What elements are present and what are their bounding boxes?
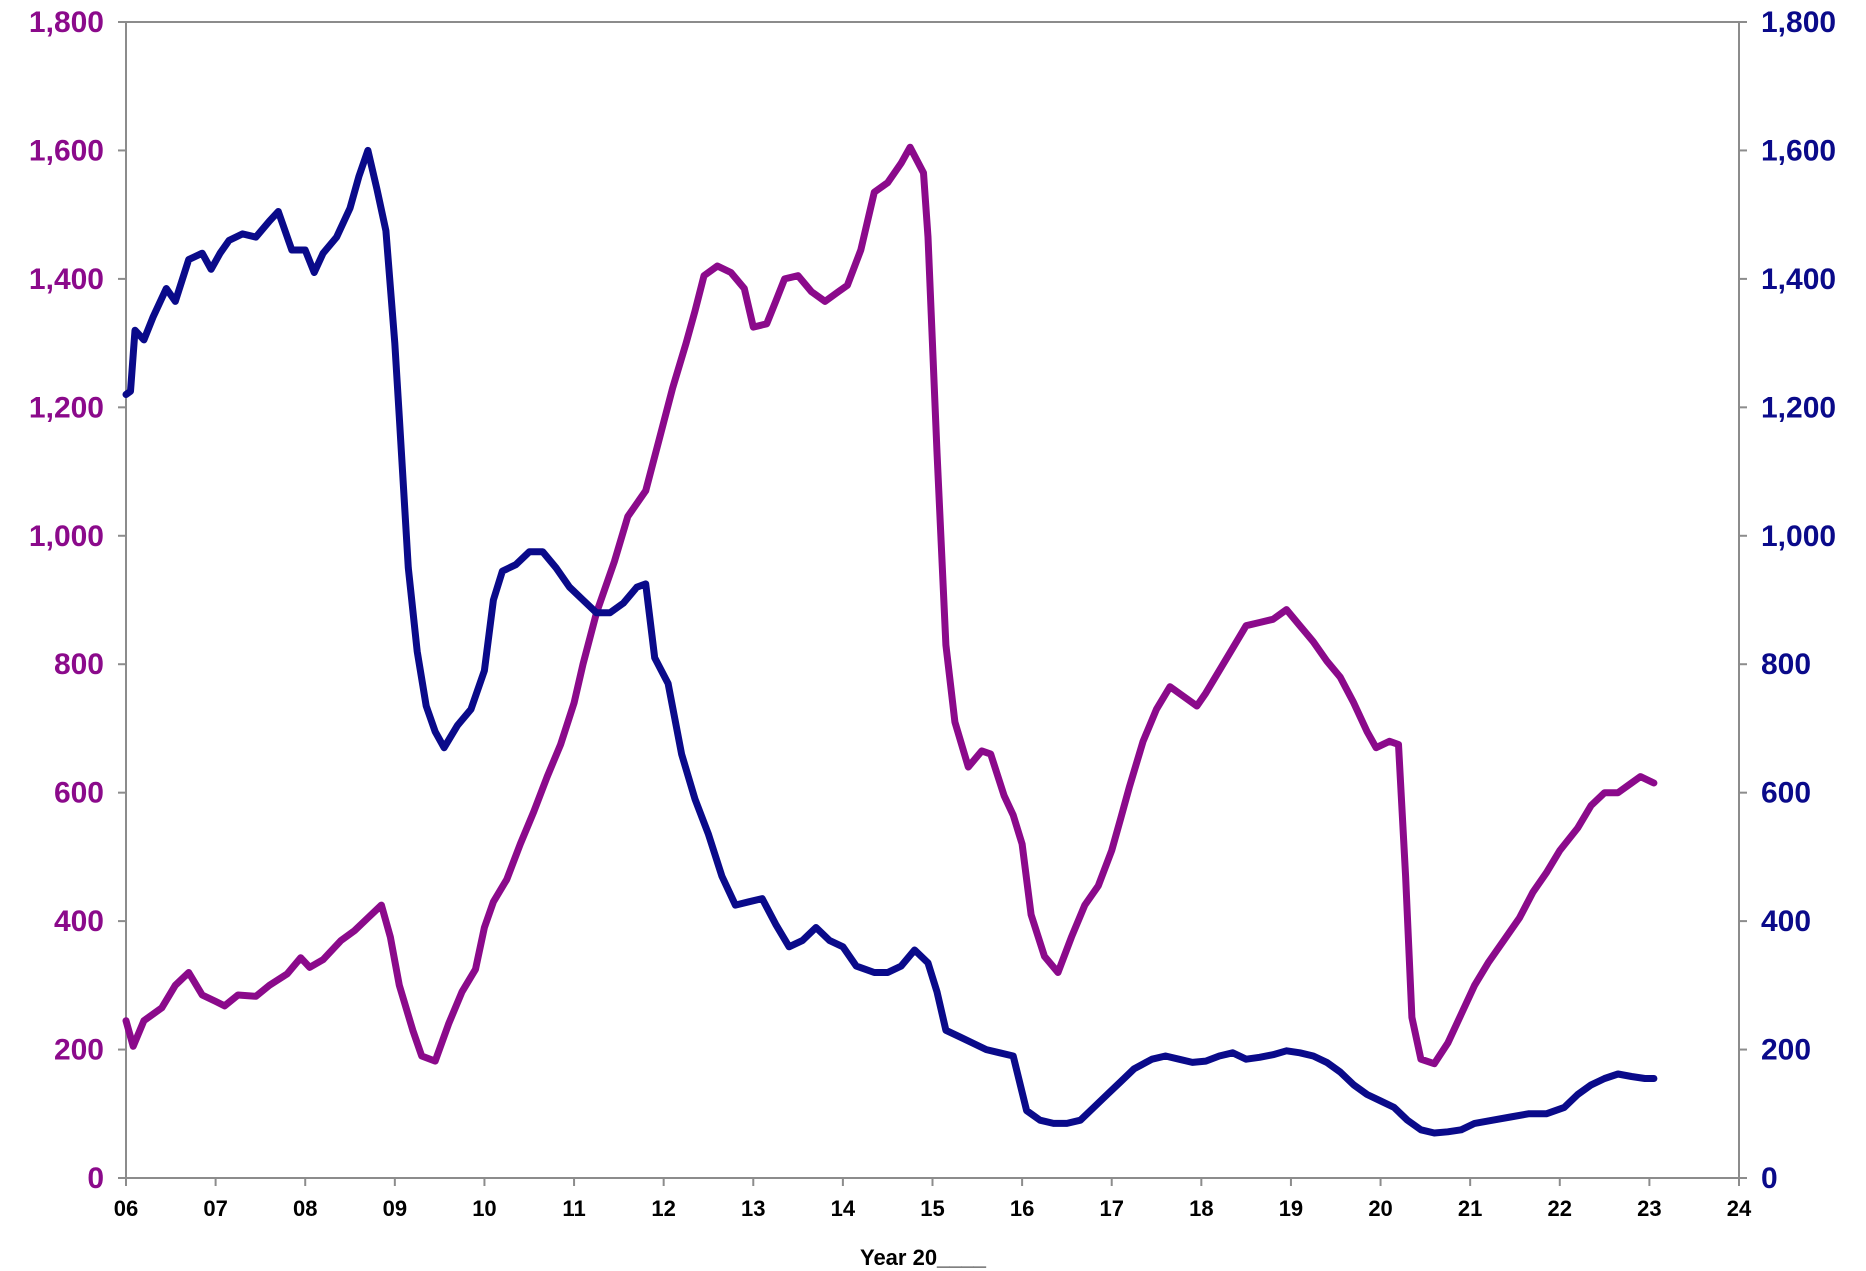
right-tick-label: 1,000 bbox=[1761, 520, 1836, 553]
right-tick-label: 1,600 bbox=[1761, 134, 1836, 167]
x-tick-label: 20 bbox=[1368, 1196, 1392, 1221]
x-tick-label: 21 bbox=[1458, 1196, 1482, 1221]
x-tick-label: 11 bbox=[562, 1196, 585, 1221]
x-tick-label: 15 bbox=[920, 1196, 944, 1221]
left-tick-label: 600 bbox=[54, 777, 104, 810]
x-tick-label: 16 bbox=[1010, 1196, 1034, 1221]
left-tick-label: 1,400 bbox=[29, 263, 104, 296]
series-line-right-axis bbox=[122, 146, 1658, 1137]
left-tick-label: 400 bbox=[54, 905, 104, 938]
left-tick-label: 0 bbox=[87, 1162, 104, 1195]
right-tick-label: 200 bbox=[1761, 1034, 1811, 1067]
x-tick-label: 07 bbox=[203, 1196, 227, 1221]
x-tick-label: 19 bbox=[1279, 1196, 1303, 1221]
x-tick-label: 13 bbox=[741, 1196, 765, 1221]
series-line-left-axis bbox=[122, 143, 1658, 1068]
left-tick-label: 1,200 bbox=[29, 391, 104, 424]
x-tick-label: 14 bbox=[831, 1196, 856, 1221]
left-tick-label: 1,600 bbox=[29, 134, 104, 167]
right-tick-label: 600 bbox=[1761, 777, 1811, 810]
left-tick-label: 200 bbox=[54, 1034, 104, 1067]
x-tick-label: 08 bbox=[293, 1196, 317, 1221]
x-tick-label: 18 bbox=[1189, 1196, 1213, 1221]
right-tick-label: 1,200 bbox=[1761, 391, 1836, 424]
left-y-axis-ticks: 0 200 400 600 800 1,000 1,200 1,400 1,600 1,800 bbox=[29, 6, 126, 1195]
right-y-axis-ticks: 0 200 400 600 800 1,000 1,200 1,400 1,600 1,800 bbox=[1739, 6, 1836, 1195]
right-tick-label: 800 bbox=[1761, 648, 1811, 681]
series-layer bbox=[122, 143, 1658, 1137]
x-tick-label: 22 bbox=[1548, 1196, 1572, 1221]
left-tick-label: 1,000 bbox=[29, 520, 104, 553]
x-tick-label: 10 bbox=[472, 1196, 496, 1221]
right-tick-label: 0 bbox=[1761, 1162, 1778, 1195]
x-tick-label: 12 bbox=[651, 1196, 675, 1221]
right-tick-label: 1,400 bbox=[1761, 263, 1836, 296]
x-tick-label: 17 bbox=[1099, 1196, 1123, 1221]
right-tick-label: 1,800 bbox=[1761, 6, 1836, 39]
right-tick-label: 400 bbox=[1761, 905, 1811, 938]
x-tick-label: 06 bbox=[114, 1196, 138, 1221]
x-tick-label: 09 bbox=[383, 1196, 407, 1221]
x-axis-ticks: 06 07 08 09 10 11 12 13 14 15 16 17 18 19 20 21 22 23 24 bbox=[114, 1178, 1752, 1221]
left-tick-label: 800 bbox=[54, 648, 104, 681]
x-tick-label: 23 bbox=[1637, 1196, 1661, 1221]
axes bbox=[125, 21, 1740, 1179]
x-tick-label: 24 bbox=[1727, 1196, 1752, 1221]
x-axis-label: Year 20____ bbox=[860, 1245, 987, 1270]
left-tick-label: 1,800 bbox=[29, 6, 104, 39]
